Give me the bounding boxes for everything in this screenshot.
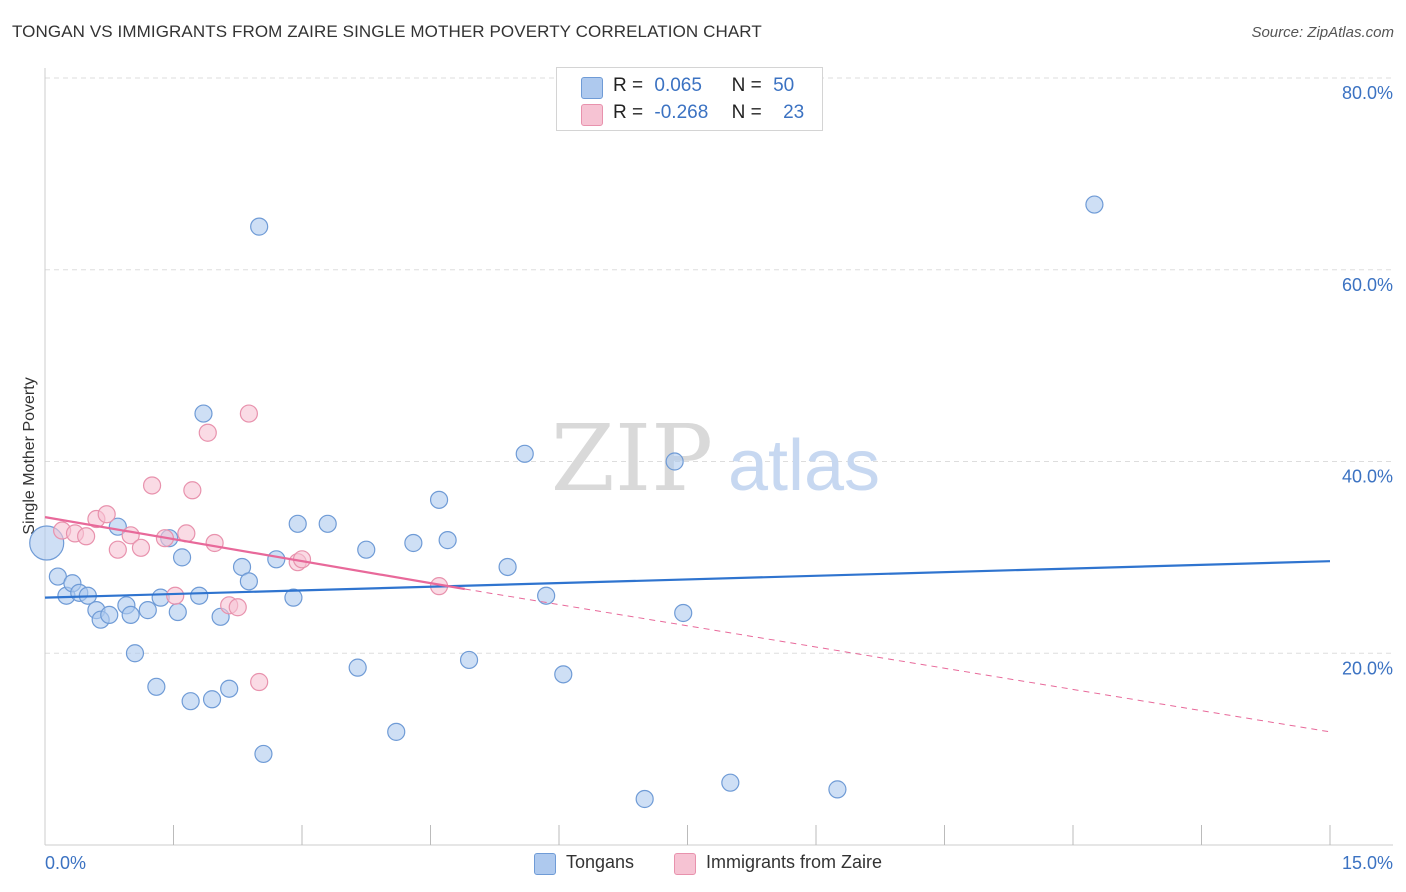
legend-swatch-pink: [581, 104, 603, 126]
data-point-tongans: [721, 773, 740, 792]
tongans-points: [29, 195, 1104, 809]
data-point-tongans: [828, 780, 847, 799]
data-point-tongans: [1085, 195, 1104, 214]
trend-line-tongans: [44, 560, 1331, 599]
data-point-tongans: [288, 514, 307, 533]
data-point-tongans: [459, 650, 479, 670]
data-point-tongans: [267, 550, 286, 569]
data-point-tongans: [665, 452, 684, 471]
data-point-tongans: [438, 531, 457, 550]
data-point-tongans: [515, 444, 534, 463]
data-point-tongans: [498, 557, 517, 577]
zaire-points: [53, 404, 449, 692]
chart-title: TONGAN VS IMMIGRANTS FROM ZAIRE SINGLE M…: [12, 22, 762, 41]
data-point-zaire: [131, 538, 151, 557]
data-point-tongans: [250, 217, 269, 236]
data-point-tongans: [147, 677, 166, 696]
y-tick-label: 60.0%: [1342, 275, 1393, 295]
r-value: -0.268: [654, 102, 709, 123]
data-point-zaire: [142, 476, 162, 495]
trend-line-zaire: [44, 516, 465, 591]
data-point-tongans: [172, 548, 192, 567]
watermark-zip: ZIP: [551, 405, 713, 512]
tick-labels: 20.0% 40.0% 60.0% 80.0% 0.0% 15.0%: [45, 83, 1393, 873]
data-point-zaire: [183, 481, 202, 500]
correlation-legend: R = 0.065 N = 50 R = -0.268 N = 23: [556, 67, 823, 131]
r-label: R =: [613, 75, 644, 96]
data-point-zaire: [228, 598, 247, 617]
y-tick-label: 80.0%: [1342, 83, 1393, 103]
data-point-zaire: [166, 586, 185, 605]
y-tick-label: 20.0%: [1342, 658, 1393, 678]
legend-label-zaire: Immigrants from Zaire: [706, 852, 883, 872]
x-tick-label: 15.0%: [1342, 853, 1393, 873]
data-point-tongans: [138, 601, 157, 620]
data-point-tongans: [168, 602, 187, 622]
legend-label-tongans: Tongans: [566, 852, 635, 872]
data-point-tongans: [554, 665, 573, 684]
data-point-tongans: [348, 658, 367, 677]
data-point-tongans: [190, 586, 209, 605]
n-label: N =: [731, 102, 762, 123]
x-tick-label: 0.0%: [45, 853, 86, 873]
data-point-tongans: [357, 540, 376, 559]
data-point-zaire: [205, 533, 224, 553]
data-point-tongans: [181, 692, 200, 711]
axes: [44, 68, 1393, 846]
data-point-zaire: [97, 505, 116, 524]
data-point-tongans: [239, 572, 258, 591]
data-point-tongans: [674, 603, 693, 623]
n-label: N =: [731, 75, 762, 96]
r-value: 0.065: [654, 75, 702, 96]
data-point-tongans: [404, 533, 423, 553]
data-point-tongans: [125, 644, 145, 663]
n-value: 50: [773, 75, 795, 96]
data-point-tongans: [100, 605, 119, 625]
data-point-tongans: [284, 588, 303, 607]
y-tick-label: 40.0%: [1342, 467, 1393, 487]
legend-swatch-pink: [674, 853, 696, 875]
data-point-tongans: [429, 490, 449, 509]
data-point-tongans: [254, 744, 273, 764]
data-point-zaire: [108, 540, 127, 559]
data-point-tongans: [387, 722, 406, 741]
trend-lines: [44, 516, 1331, 733]
data-point-zaire: [198, 423, 217, 442]
legend-swatch-blue: [581, 77, 603, 99]
data-point-tongans: [202, 690, 222, 709]
legend-swatch-blue: [534, 853, 556, 875]
watermark-atlas: atlas: [728, 426, 880, 506]
data-point-tongans: [220, 679, 239, 698]
data-point-tongans: [318, 514, 337, 533]
source-label: Source: ZipAtlas.com: [1251, 24, 1394, 41]
data-point-tongans: [121, 605, 140, 625]
data-point-tongans: [537, 586, 556, 605]
n-value: 23: [783, 102, 805, 123]
data-point-zaire: [239, 404, 258, 423]
r-label: R =: [613, 102, 644, 123]
data-point-tongans: [194, 404, 213, 423]
data-point-zaire: [77, 527, 96, 546]
trend-line-zaire-extended: [464, 588, 1331, 733]
data-point-tongans: [635, 789, 654, 809]
data-point-zaire: [250, 672, 269, 692]
watermark: ZIP atlas: [551, 405, 880, 512]
